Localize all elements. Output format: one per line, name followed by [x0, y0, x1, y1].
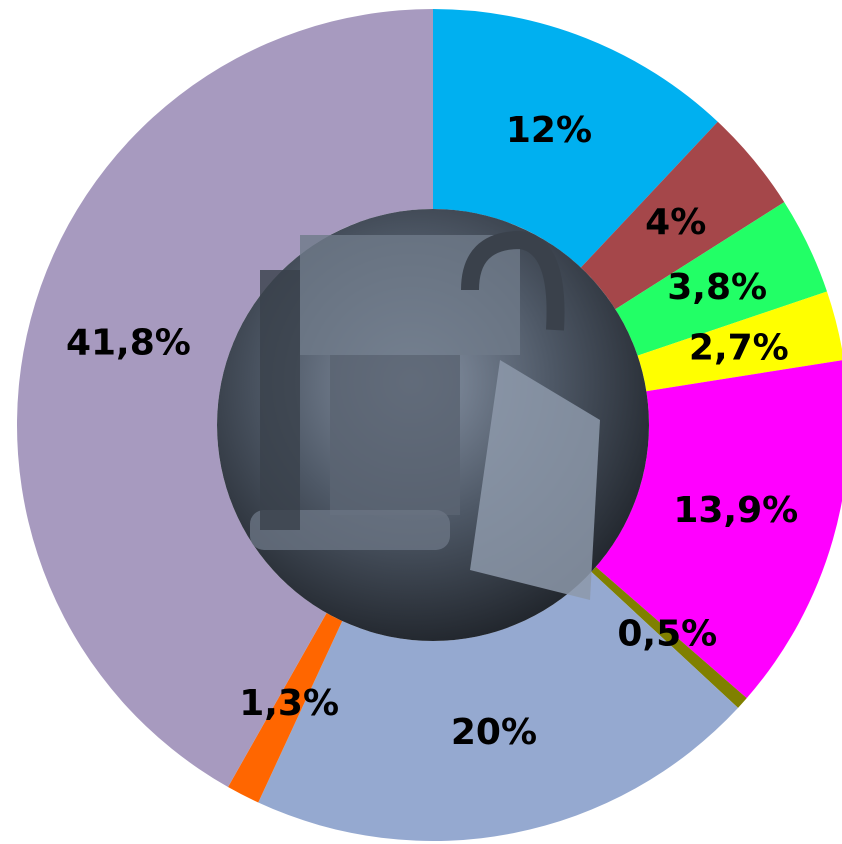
slice: [637, 291, 842, 392]
data-label: 12%: [506, 110, 592, 151]
data-label: 13,9%: [673, 490, 798, 531]
slices: [16, 8, 842, 842]
slice: [258, 571, 739, 842]
data-label: 41,8%: [66, 323, 191, 364]
slice: [580, 121, 785, 310]
slice: [615, 202, 827, 356]
data-label: 2,7%: [689, 328, 789, 369]
data-label: 1,3%: [239, 683, 339, 724]
slice: [16, 8, 433, 787]
data-label: 0,5%: [617, 614, 717, 655]
data-label: 3,8%: [667, 267, 767, 308]
center-photo: [217, 209, 649, 641]
data-label: 4%: [645, 202, 706, 243]
slice: [591, 566, 747, 708]
data-label: 20%: [451, 712, 537, 753]
slice: [433, 9, 718, 268]
slice: [228, 612, 343, 803]
slice: [595, 360, 842, 699]
